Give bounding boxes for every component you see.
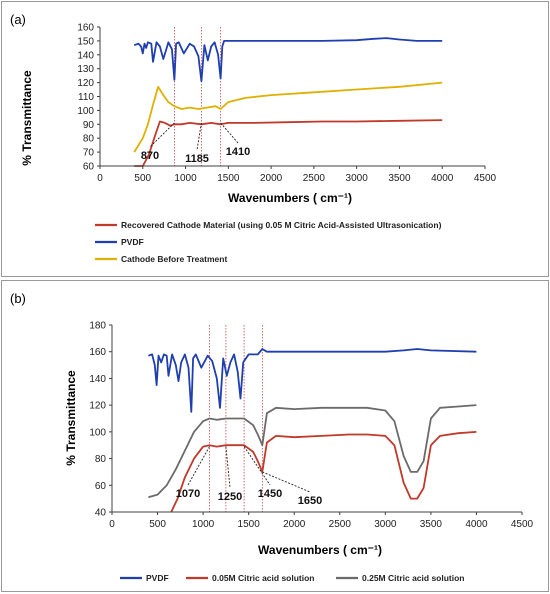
- panel-a-x-axis-label: Wavenumbers ( cm⁻¹): [228, 191, 352, 205]
- x-tick-label: 3500: [420, 519, 443, 530]
- y-tick-label: 120: [89, 401, 106, 412]
- y-tick-label: 80: [95, 454, 107, 465]
- series-line: [133, 37, 443, 83]
- y-tick-label: 160: [89, 347, 106, 358]
- legend-label: 0.25M Citric acid solution: [362, 573, 465, 583]
- y-tick-label: 180: [89, 321, 106, 332]
- x-tick-label: 500: [134, 173, 151, 184]
- x-tick-label: 1000: [174, 173, 197, 184]
- x-tick-label: 1500: [238, 519, 261, 530]
- x-tick-label: 4000: [431, 173, 454, 184]
- series-line: [134, 119, 443, 167]
- annotation-label: 1410: [226, 146, 250, 158]
- legend-label: Cathode Before Treatment: [121, 254, 227, 264]
- y-tick-label: 80: [83, 134, 95, 145]
- y-tick-label: 140: [89, 374, 106, 385]
- annotation-label: 1450: [258, 488, 282, 500]
- x-tick-label: 2500: [303, 173, 326, 184]
- annotation-label: 1250: [218, 491, 242, 503]
- annotation-leader: [262, 471, 311, 493]
- x-tick-label: 3500: [388, 173, 411, 184]
- annotation-leader: [149, 122, 175, 148]
- legend-label: Recovered Cathode Material (using 0.05 M…: [121, 220, 442, 230]
- panel-b-legend: PVDF 0.05M Citric acid solution 0.25M Citr…: [120, 573, 465, 583]
- annotation-label: 1650: [298, 495, 322, 507]
- y-tick-label: 160: [77, 23, 94, 34]
- panel-a: (a) 60 70 80 90 100 110 120 130 140 150 160 0 500 100…: [10, 12, 497, 264]
- annotation-leader: [187, 446, 210, 486]
- panel-a-border: [1, 1, 549, 277]
- x-tick-label: 3000: [346, 173, 369, 184]
- series-line: [148, 348, 477, 413]
- series-line: [170, 431, 477, 513]
- y-tick-label: 40: [95, 508, 107, 519]
- x-tick-label: 4000: [465, 519, 488, 530]
- x-tick-label: 2000: [283, 519, 306, 530]
- annotation-leader: [225, 446, 231, 489]
- x-tick-label: 3000: [374, 519, 397, 530]
- annotation-label: 1185: [185, 153, 209, 165]
- x-tick-label: 2500: [329, 519, 352, 530]
- annotation-leader: [243, 446, 271, 486]
- panel-a-legend: Recovered Cathode Material (using 0.05 M…: [95, 220, 442, 264]
- panel-a-y-axis-label: % Transmittance: [20, 70, 34, 166]
- panel-b-y-axis-label: % Transmittance: [64, 370, 78, 466]
- y-tick-label: 140: [77, 50, 94, 61]
- y-tick-label: 150: [77, 36, 94, 47]
- legend-label: PVDF: [121, 237, 144, 247]
- y-tick-label: 110: [78, 92, 94, 103]
- x-tick-label: 0: [109, 519, 115, 530]
- panel-b-x-axis-label: Wavenumbers ( cm⁻¹): [258, 543, 382, 557]
- y-tick-label: 60: [83, 162, 95, 173]
- y-tick-label: 90: [83, 120, 95, 131]
- annotation-label: 1070: [176, 488, 200, 500]
- x-tick-label: 500: [149, 519, 166, 530]
- series-line: [148, 404, 477, 499]
- x-tick-label: 1000: [192, 519, 215, 530]
- y-tick-label: 120: [77, 78, 94, 89]
- x-tick-label: 4500: [511, 519, 534, 530]
- series-line: [133, 81, 443, 153]
- y-tick-label: 100: [77, 106, 94, 117]
- annotation-label: 870: [141, 150, 159, 162]
- x-tick-label: 4500: [474, 173, 497, 184]
- y-tick-label: 130: [77, 64, 94, 75]
- y-tick-label: 60: [95, 481, 107, 492]
- panel-b-label: (b): [10, 291, 26, 306]
- x-tick-label: 1500: [217, 173, 240, 184]
- y-tick-label: 70: [83, 148, 95, 159]
- y-tick-label: 100: [89, 427, 106, 438]
- panel-a-label: (a): [10, 12, 26, 27]
- annotation-leader: [220, 122, 239, 144]
- x-tick-label: 0: [97, 173, 103, 184]
- legend-label: 0.05M Citric acid solution: [212, 573, 315, 583]
- panel-b-border: [1, 280, 549, 592]
- legend-label: PVDF: [146, 573, 169, 583]
- panel-b: (b) 40 60 80 100 120 140 160 180 0 500 1000 1500 200…: [10, 291, 534, 583]
- annotation-leader: [196, 122, 202, 151]
- x-tick-label: 2000: [260, 173, 283, 184]
